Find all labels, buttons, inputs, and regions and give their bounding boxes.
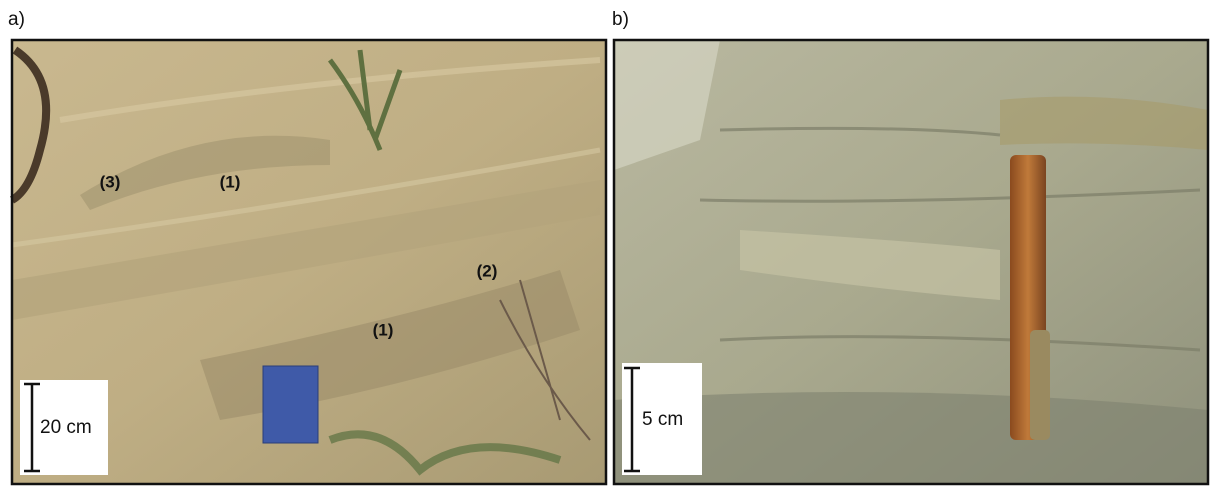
scale-bar: 20 cm bbox=[20, 380, 108, 475]
page: a) (3) (1) (2) (1) 20 cm b) 5 cm bbox=[0, 0, 1211, 486]
annotation: (1) bbox=[220, 172, 241, 191]
annotation: (2) bbox=[477, 261, 498, 280]
photo-b bbox=[614, 40, 1208, 484]
panel-label: a) bbox=[8, 9, 25, 30]
annotation: (3) bbox=[100, 172, 121, 191]
scale-label: 20 cm bbox=[40, 417, 92, 438]
figure: a) (3) (1) (2) (1) 20 cm b) 5 cm bbox=[0, 0, 1211, 486]
annotation: (1) bbox=[373, 320, 394, 339]
scale-label: 5 cm bbox=[642, 409, 683, 430]
panel-label: b) bbox=[612, 9, 629, 30]
scale-bar: 5 cm bbox=[622, 363, 702, 475]
